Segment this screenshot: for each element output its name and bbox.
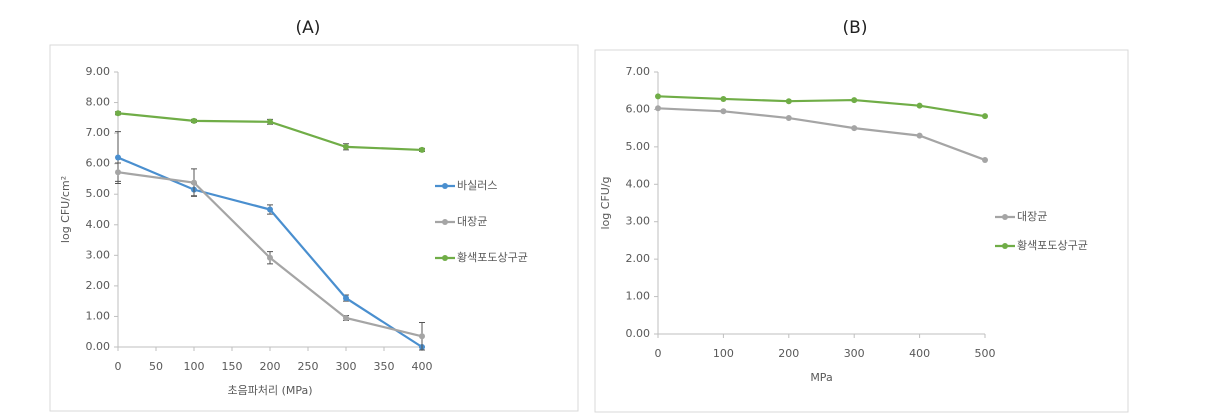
y-tick-label: 0.00 bbox=[626, 327, 651, 340]
y-tick-label: 6.00 bbox=[86, 157, 111, 170]
legend-label: 바실러스 bbox=[457, 179, 497, 192]
point bbox=[115, 169, 121, 176]
y-tick-label: 5.00 bbox=[86, 187, 111, 200]
chart-frame bbox=[49, 44, 579, 412]
legend-label: 황색포도상구균 bbox=[457, 251, 528, 264]
x-tick-label: 0 bbox=[655, 347, 662, 360]
legend-label: 대장균 bbox=[1017, 210, 1047, 223]
legend-marker bbox=[442, 183, 448, 189]
y-tick-label: 3.00 bbox=[626, 215, 651, 228]
x-tick-label: 300 bbox=[336, 360, 357, 373]
point bbox=[785, 115, 792, 122]
legend-label: 대장균 bbox=[457, 215, 487, 228]
point bbox=[851, 125, 858, 132]
point bbox=[720, 95, 727, 102]
x-tick-label: 250 bbox=[298, 360, 319, 373]
series-line bbox=[117, 112, 423, 152]
y-tick-label: 6.00 bbox=[626, 102, 651, 115]
legend-label: 황색포도상구균 bbox=[1017, 239, 1088, 252]
y-tick-label: 7.00 bbox=[86, 126, 111, 139]
point bbox=[115, 110, 121, 117]
y-tick-label: 3.00 bbox=[86, 248, 111, 261]
point bbox=[343, 314, 349, 321]
x-tick-label: 150 bbox=[222, 360, 243, 373]
point bbox=[655, 105, 661, 112]
point bbox=[785, 98, 792, 105]
series-line bbox=[657, 95, 986, 118]
x-axis-label: MPa bbox=[810, 371, 832, 384]
x-tick-label: 350 bbox=[374, 360, 395, 373]
point bbox=[655, 93, 661, 100]
point bbox=[419, 146, 425, 153]
y-tick-label: 8.00 bbox=[86, 96, 111, 109]
y-tick-label: 7.00 bbox=[626, 65, 651, 78]
x-tick-label: 0 bbox=[115, 360, 122, 373]
x-tick-label: 300 bbox=[844, 347, 865, 360]
x-tick-label: 200 bbox=[260, 360, 281, 373]
x-axis-label: 초음파처리 (MPa) bbox=[227, 384, 312, 397]
point bbox=[267, 254, 273, 261]
x-tick-label: 200 bbox=[778, 347, 799, 360]
chart-title: (B) bbox=[843, 18, 868, 38]
legend-marker bbox=[1002, 243, 1008, 249]
chart-frame bbox=[594, 49, 1129, 413]
y-tick-label: 1.00 bbox=[86, 309, 111, 322]
y-tick-label: 0.00 bbox=[86, 340, 111, 353]
point bbox=[343, 295, 349, 302]
y-tick-label: 2.00 bbox=[86, 279, 111, 292]
point bbox=[982, 113, 988, 120]
y-tick-label: 4.00 bbox=[86, 218, 111, 231]
y-tick-label: 2.00 bbox=[626, 252, 651, 265]
point bbox=[191, 117, 197, 124]
point bbox=[267, 118, 273, 125]
series-line bbox=[657, 107, 986, 161]
point bbox=[115, 154, 121, 161]
y-tick-label: 5.00 bbox=[626, 140, 651, 153]
point bbox=[191, 179, 197, 186]
point bbox=[419, 333, 425, 340]
point bbox=[982, 156, 988, 163]
legend-marker bbox=[442, 219, 448, 225]
point bbox=[343, 143, 349, 150]
x-tick-label: 50 bbox=[149, 360, 163, 373]
y-tick-label: 1.00 bbox=[626, 290, 651, 303]
x-tick-label: 100 bbox=[184, 360, 205, 373]
point bbox=[916, 102, 923, 109]
legend-marker bbox=[442, 255, 448, 261]
y-axis-label: log CFU/g bbox=[599, 176, 612, 229]
y-axis-label: log CFU/cm² bbox=[59, 176, 72, 243]
x-tick-label: 400 bbox=[909, 347, 930, 360]
x-tick-label: 500 bbox=[975, 347, 996, 360]
chart-title: (A) bbox=[296, 18, 321, 38]
y-tick-label: 9.00 bbox=[86, 65, 111, 78]
point bbox=[916, 132, 923, 139]
y-tick-label: 4.00 bbox=[626, 177, 651, 190]
x-tick-label: 400 bbox=[412, 360, 433, 373]
point bbox=[267, 206, 273, 213]
point bbox=[851, 97, 858, 104]
x-tick-label: 100 bbox=[713, 347, 734, 360]
point bbox=[720, 108, 727, 115]
legend-marker bbox=[1002, 214, 1008, 220]
